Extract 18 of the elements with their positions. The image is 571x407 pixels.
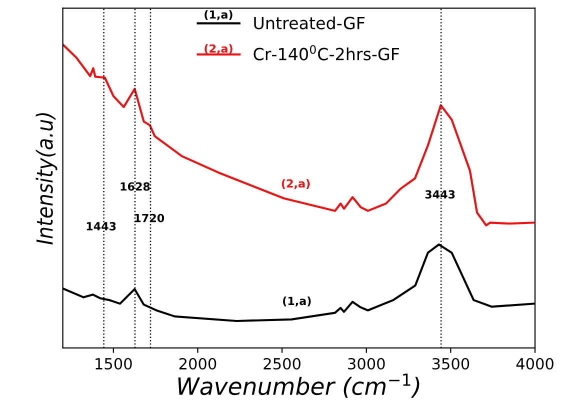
x-tick-label: 3500	[432, 358, 470, 370]
annotation: 1443	[86, 222, 116, 230]
annotation: 3443	[425, 190, 455, 199]
legend-label: Untreated-GF	[254, 16, 365, 30]
x-tick-label: 1500	[96, 358, 132, 370]
x-tick-label: 4000	[516, 358, 554, 370]
text: (1,a)	[204, 10, 232, 20]
x-tick-label: 2000	[179, 358, 216, 370]
x-tick-label: 2500	[264, 358, 300, 370]
annotation: 1720	[134, 214, 164, 222]
annotation: (2,a)	[282, 179, 310, 190]
x-tick-label: 3000	[348, 358, 385, 370]
x-axis-title: Wavenumber (cm$^{−1}$)	[178, 374, 420, 398]
y-axis-title: Intensity(a.u)	[36, 113, 58, 244]
annotation: 1628	[120, 182, 150, 191]
legend-label: Cr-140$^{0}$C-2hrs-GF	[254, 45, 400, 60]
annotation: (2,a)	[204, 44, 232, 54]
annotation: (1,a)	[283, 296, 311, 307]
